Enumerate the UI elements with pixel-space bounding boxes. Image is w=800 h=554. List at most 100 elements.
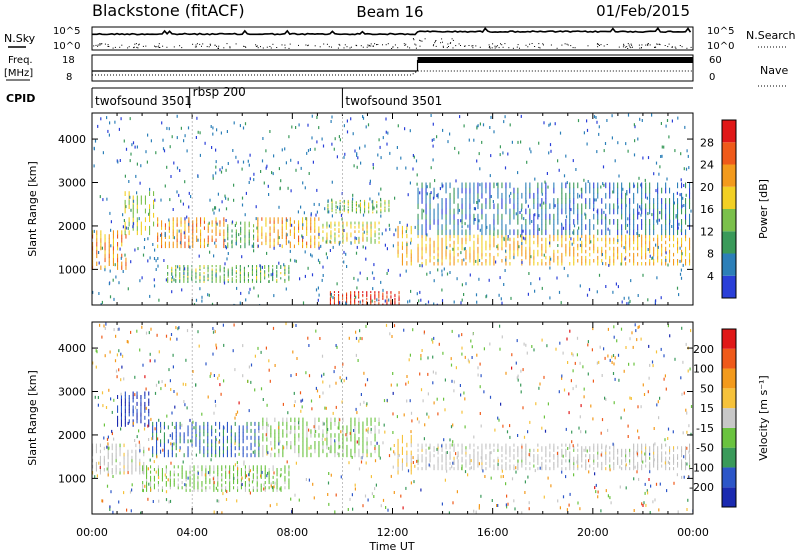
heatmap-cell (372, 211, 374, 214)
scatter-echo (332, 296, 334, 300)
heatmap-cell (378, 291, 380, 293)
heatmap-cell (366, 300, 368, 303)
scatter-echo (258, 443, 260, 447)
heatmap-cell (127, 461, 129, 466)
scatter-echo (173, 236, 175, 240)
heatmap-cell (310, 229, 312, 233)
nsearch-point (570, 45, 572, 47)
nsearch-point (414, 43, 416, 45)
heatmap-cell (645, 454, 647, 458)
heatmap-cell (329, 300, 331, 303)
heatmap-cell (142, 483, 144, 487)
scatter-echo (596, 361, 598, 365)
heatmap-cell (195, 439, 197, 444)
nsearch-point (596, 43, 598, 45)
heatmap-cell (132, 225, 134, 231)
heatmap-cell (247, 280, 249, 283)
scatter-echo (316, 210, 318, 214)
heatmap-cell (157, 217, 159, 221)
heatmap-cell (673, 448, 675, 452)
heatmap-cell (689, 219, 691, 225)
scatter-echo (426, 233, 428, 237)
heatmap-cell (481, 208, 483, 215)
heatmap-cell (493, 262, 495, 266)
heatmap-cell (223, 266, 225, 269)
heatmap-cell (529, 252, 531, 257)
heatmap-cell (374, 425, 376, 430)
heatmap-cell (681, 237, 683, 242)
heatmap-cell (529, 451, 531, 455)
scatter-echo (144, 484, 146, 488)
heatmap-cell (549, 467, 551, 471)
heatmap-cell (256, 277, 258, 280)
heatmap-cell (457, 454, 459, 458)
heatmap-cell (276, 278, 278, 282)
heatmap-cell (609, 259, 611, 263)
scatter-echo (102, 151, 104, 155)
scatter-echo (241, 255, 243, 259)
heatmap-cell (429, 243, 431, 248)
heatmap-cell (513, 237, 515, 242)
scatter-echo (594, 198, 596, 202)
scatter-echo (371, 200, 373, 204)
scatter-echo (419, 290, 421, 294)
scatter-echo (261, 159, 264, 163)
heatmap-cell (256, 473, 258, 477)
heatmap-cell (593, 187, 595, 194)
heatmap-cell (445, 213, 447, 220)
heatmap-cell (481, 456, 483, 460)
heatmap-cell (370, 225, 372, 229)
heatmap-cell (314, 441, 316, 446)
nsearch-point (195, 46, 197, 48)
heatmap-cell (257, 223, 259, 227)
heatmap-cell (417, 229, 419, 236)
heatmap-cell (689, 240, 691, 245)
heatmap-cell (609, 255, 611, 260)
heatmap-cell (569, 446, 571, 450)
heatmap-cell (429, 182, 431, 189)
scatter-echo (640, 213, 642, 217)
heatmap-cell (505, 192, 507, 199)
heatmap-cell (473, 454, 475, 458)
scatter-echo (388, 223, 390, 227)
scatter-echo (478, 277, 480, 281)
heatmap-cell (339, 205, 341, 207)
heatmap-cell (318, 226, 320, 230)
heatmap-cell (237, 488, 239, 492)
scatter-echo (225, 246, 227, 250)
heatmap-cell (187, 275, 189, 278)
nsearch-point (392, 46, 394, 48)
heatmap-cell (577, 229, 579, 236)
heatmap-cell (268, 486, 270, 490)
heatmap-cell (322, 429, 324, 434)
scatter-echo (131, 143, 133, 147)
heatmap-cell (585, 448, 587, 452)
heatmap-cell (493, 234, 495, 239)
heatmap-cell (521, 203, 523, 210)
heatmap-cell (401, 458, 403, 463)
heatmap-cell (406, 454, 408, 459)
heatmap-cell (223, 241, 225, 246)
nsearch-point (516, 46, 518, 48)
scatter-echo (339, 207, 341, 211)
heatmap-cell (92, 443, 94, 448)
scatter-echo (184, 217, 186, 221)
heatmap-cell (282, 433, 284, 438)
heatmap-cell (421, 255, 423, 260)
heatmap-cell (269, 238, 271, 242)
heatmap-cell (505, 234, 507, 239)
heatmap-cell (200, 238, 202, 242)
scatter-echo (456, 277, 458, 281)
scatter-echo (573, 224, 576, 228)
heatmap-cell (374, 221, 376, 225)
heatmap-cell (327, 209, 329, 211)
heatmap-cell (215, 238, 217, 242)
heatmap-cell (196, 235, 198, 239)
heatmap-cell (533, 456, 535, 460)
heatmap-cell (179, 277, 181, 280)
heatmap-cell (119, 452, 121, 457)
heatmap-cell (302, 429, 304, 434)
heatmap-cell (217, 481, 219, 485)
heatmap-cell (117, 422, 119, 427)
heatmap-cell (136, 408, 138, 413)
